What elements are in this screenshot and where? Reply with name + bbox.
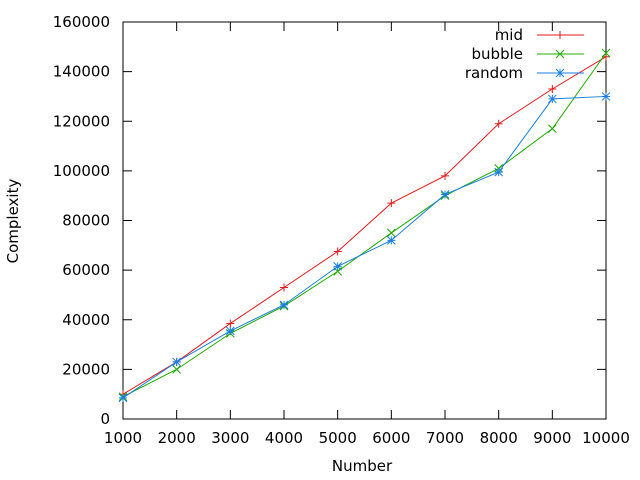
data-point-bubble	[386, 228, 396, 238]
data-point-random	[118, 393, 128, 403]
y-tick-label: 80000	[62, 212, 110, 230]
x-tick-label: 10000	[582, 429, 630, 447]
data-point-random	[172, 357, 182, 367]
x-tick-label: 1000	[104, 429, 142, 447]
x-tick-label: 6000	[372, 429, 410, 447]
data-point-mid	[494, 119, 503, 128]
y-tick-label: 40000	[62, 311, 110, 329]
data-point-random	[547, 94, 557, 104]
plot-frame	[122, 21, 607, 420]
series-mid	[119, 52, 610, 399]
y-tick-label: 0	[100, 410, 110, 428]
data-point-bubble	[547, 124, 557, 134]
series-line-mid	[122, 56, 607, 395]
data-point-mid	[226, 319, 235, 328]
data-point-mid	[387, 199, 396, 208]
y-tick-label: 160000	[53, 13, 110, 31]
data-point-bubble	[601, 48, 611, 58]
x-axis-label: Number	[332, 457, 393, 475]
data-point-random	[225, 326, 235, 336]
legend-label-random: random	[465, 64, 523, 82]
data-point-mid	[441, 171, 449, 180]
y-tick-label: 60000	[62, 261, 110, 279]
x-tick-label: 5000	[319, 429, 357, 447]
data-point-random	[494, 167, 504, 177]
series-line-bubble	[122, 52, 607, 398]
x-tick-label: 9000	[533, 429, 571, 447]
series-line-random	[122, 95, 607, 399]
legend-label-mid: mid	[495, 26, 523, 44]
series-bubble	[118, 48, 611, 402]
x-tick-label: 2000	[158, 429, 196, 447]
legend-marker-random	[555, 68, 565, 78]
data-point-mid	[333, 247, 342, 256]
legend-marker-bubble	[555, 49, 565, 59]
legend-label-bubble: bubble	[472, 45, 523, 63]
x-tick-label: 7000	[426, 429, 464, 447]
y-tick-label: 140000	[53, 63, 110, 81]
data-point-random	[333, 262, 343, 271]
data-point-random	[279, 300, 289, 310]
y-tick-label: 100000	[53, 162, 110, 180]
x-tick-label: 3000	[211, 429, 249, 447]
data-point-random	[601, 92, 611, 101]
data-point-mid	[280, 283, 288, 292]
legend-marker-mid	[556, 31, 564, 39]
x-tick-label: 4000	[265, 429, 303, 447]
y-axis: 0 20000 40000 60000 80000 100000 120000 140000 1…	[53, 13, 606, 428]
series-random	[118, 92, 611, 403]
data-point-random	[386, 235, 396, 245]
x-axis: 1000 2000 3000 4000 5000 6000 7000 8000 9000 1000…	[104, 22, 630, 447]
y-axis-label: Complexity	[4, 179, 22, 264]
x-tick-label: 8000	[480, 429, 518, 447]
data-point-random	[440, 190, 450, 199]
series-layer	[118, 48, 611, 403]
y-tick-label: 20000	[62, 360, 110, 378]
data-point-bubble	[172, 365, 182, 374]
data-point-mid	[548, 84, 557, 93]
y-tick-label: 120000	[53, 112, 110, 130]
